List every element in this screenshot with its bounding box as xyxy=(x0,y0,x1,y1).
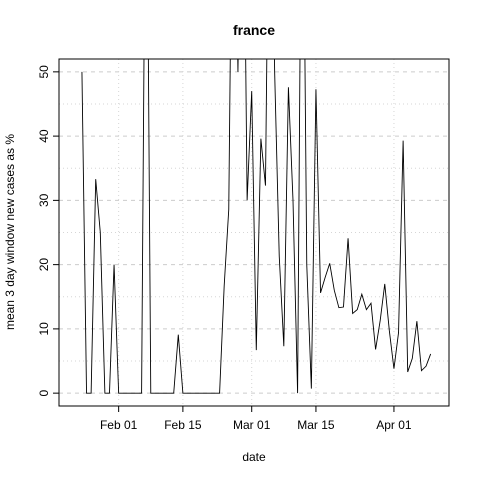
x-tick-label: Mar 15 xyxy=(297,418,335,432)
axes-layer: 0 10 20 30 40 50 Feb 01 Feb 15 Mar 01 Mar 15 Apr 0… xyxy=(37,65,412,432)
y-tick-label: 0 xyxy=(37,389,51,396)
y-tick-label: 10 xyxy=(37,322,51,336)
chart-title: france xyxy=(233,22,275,38)
x-axis-label: date xyxy=(242,450,266,464)
x-tick-label: Apr 01 xyxy=(376,418,412,432)
y-tick-label: 50 xyxy=(37,65,51,79)
y-axis-label: mean 3 day window new cases as % xyxy=(3,134,17,330)
x-tick-label: Mar 01 xyxy=(233,418,271,432)
y-tick-label: 30 xyxy=(37,193,51,207)
plot-frame xyxy=(58,58,450,407)
series-line xyxy=(81,59,432,394)
x-tick-label: Feb 01 xyxy=(100,418,138,432)
series-layer xyxy=(81,59,432,394)
x-tick-label: Feb 15 xyxy=(164,418,202,432)
y-tick-label: 40 xyxy=(37,129,51,143)
y-tick-label: 20 xyxy=(37,258,51,272)
